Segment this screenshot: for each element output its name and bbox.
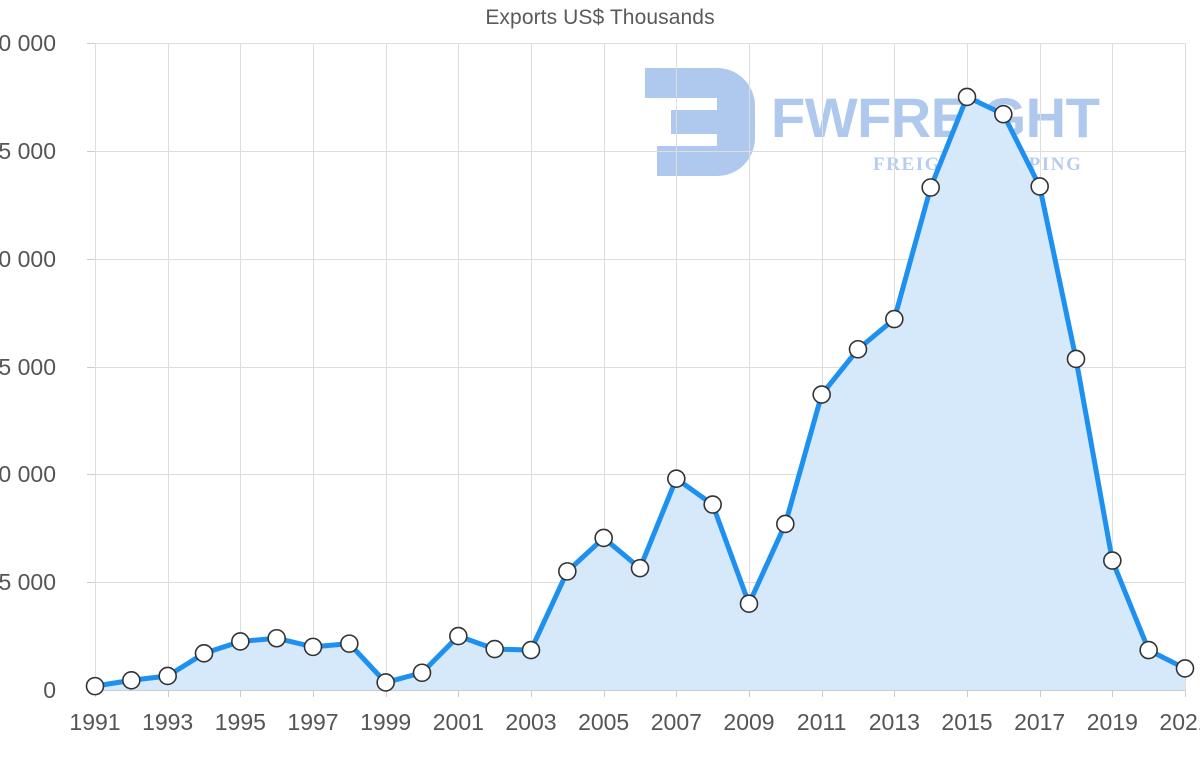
data-point-marker[interactable] xyxy=(194,644,214,663)
y-axis-tick-label: 30 000 xyxy=(0,30,56,56)
data-point-marker[interactable] xyxy=(558,562,577,581)
data-point-marker[interactable] xyxy=(1103,551,1122,570)
y-axis-tick-label: 20 000 xyxy=(0,245,56,272)
data-point-marker[interactable] xyxy=(231,632,250,651)
y-axis-tick-label: 0 xyxy=(43,677,56,703)
data-point-marker[interactable] xyxy=(267,628,286,648)
x-axis-tick-label: 2005 xyxy=(578,709,630,735)
x-axis-tick-label: 1991 xyxy=(69,709,121,735)
data-point-marker[interactable] xyxy=(303,637,323,657)
x-axis-tick-label: 2017 xyxy=(1014,709,1066,735)
data-point-marker[interactable] xyxy=(158,666,177,686)
data-point-marker[interactable] xyxy=(848,339,868,359)
data-point-marker[interactable] xyxy=(485,639,504,659)
y-tick-marks xyxy=(87,43,95,691)
data-point-marker[interactable] xyxy=(957,87,977,107)
data-point-marker[interactable] xyxy=(1139,640,1158,660)
data-point-marker[interactable] xyxy=(594,528,613,548)
x-axis-tick-label: 2007 xyxy=(650,709,702,735)
data-point-marker[interactable] xyxy=(340,634,359,653)
x-axis-tick-label: 1995 xyxy=(214,709,266,735)
data-point-marker[interactable] xyxy=(994,104,1013,124)
x-axis-tick-label: 2009 xyxy=(723,709,775,735)
y-axis-tick-label: 10 000 xyxy=(0,461,56,488)
data-point-marker[interactable] xyxy=(449,626,468,646)
x-axis-tick-label: 2015 xyxy=(941,709,993,735)
data-point-marker[interactable] xyxy=(885,309,904,329)
x-axis-tick-label: 1993 xyxy=(142,709,194,735)
x-axis-tick-label: 2001 xyxy=(432,709,484,735)
data-point-marker[interactable] xyxy=(739,594,759,614)
x-axis-tick-label: 1997 xyxy=(287,709,339,735)
y-axis-tick-label: 15 000 xyxy=(0,353,56,380)
data-point-marker[interactable] xyxy=(1030,177,1049,196)
x-axis-tick-label: 2021 xyxy=(1159,709,1200,735)
data-point-marker[interactable] xyxy=(667,469,686,488)
data-point-marker[interactable] xyxy=(703,495,722,514)
data-point-marker[interactable] xyxy=(521,640,541,660)
x-axis-tick-label: 2011 xyxy=(796,709,847,735)
y-axis-tick-label: 25 000 xyxy=(0,137,56,164)
data-point-marker[interactable] xyxy=(85,676,105,696)
data-point-marker[interactable] xyxy=(921,178,940,197)
data-point-marker[interactable] xyxy=(1066,349,1086,369)
series-area-fill xyxy=(95,96,1185,691)
y-axis-tick-label: 5 000 xyxy=(0,569,56,596)
data-point-marker[interactable] xyxy=(376,673,395,692)
chart-title: Exports US$ Thousands xyxy=(485,6,715,29)
data-point-marker[interactable] xyxy=(776,514,795,534)
data-point-marker[interactable] xyxy=(812,385,831,404)
x-axis-tick-label: 2019 xyxy=(1086,709,1138,735)
data-point-marker[interactable] xyxy=(630,558,650,578)
x-axis-tick-label: 2013 xyxy=(868,709,920,735)
x-axis-tick-label: 1999 xyxy=(360,709,412,735)
data-point-marker[interactable] xyxy=(1175,659,1195,678)
data-point-marker[interactable] xyxy=(412,663,432,683)
series-data-points xyxy=(85,87,1195,696)
x-axis-tick-label: 2003 xyxy=(505,709,557,735)
data-point-marker[interactable] xyxy=(122,670,141,690)
x-tick-marks xyxy=(95,690,1186,697)
